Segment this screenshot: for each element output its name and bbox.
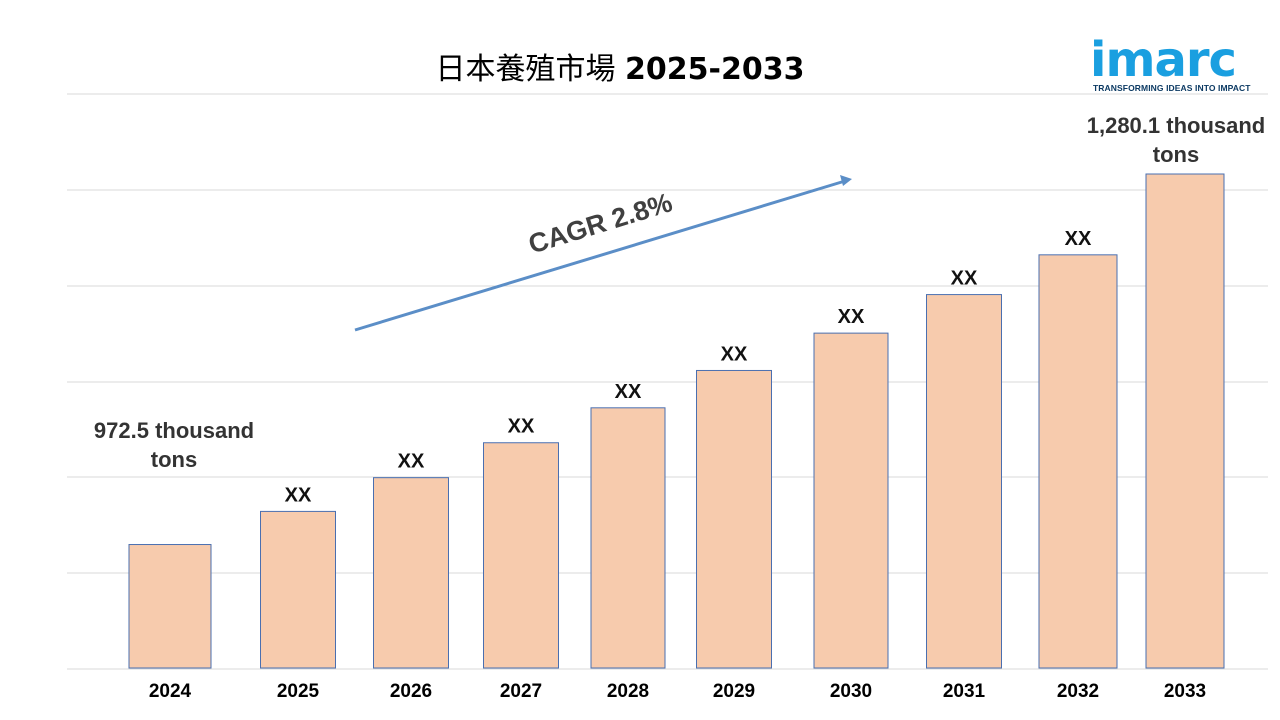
data-label-2028: XX <box>615 381 642 403</box>
bar-2025 <box>260 510 336 669</box>
bar-2032 <box>1038 254 1118 669</box>
data-label-2029: XX <box>721 343 748 365</box>
tick-label-2030: 2030 <box>830 681 872 702</box>
bar-2028 <box>590 407 666 669</box>
chart-title: 日本養殖市場 2025-2033 <box>0 44 1240 88</box>
tick-label-2026: 2026 <box>390 681 432 702</box>
tick-label-2031: 2031 <box>943 681 986 702</box>
cagr-label: CAGR 2.8% <box>525 187 676 259</box>
bar-2026 <box>373 477 449 669</box>
data-label-2027: XX <box>508 416 535 438</box>
bar-2024 <box>128 544 212 669</box>
data-label-2024-line-0: 972.5 thousand <box>94 418 254 443</box>
tick-label-2024: 2024 <box>149 681 192 702</box>
data-label-2031: XX <box>951 268 978 290</box>
bars <box>128 173 1225 669</box>
bar-2027 <box>483 442 559 669</box>
tick-label-2028: 2028 <box>607 681 649 702</box>
data-label-2033-line-0: 1,280.1 thousand <box>1087 113 1266 138</box>
data-label-2026: XX <box>398 451 425 473</box>
logo-word: imarc <box>1090 32 1237 88</box>
bar-2033 <box>1145 173 1225 669</box>
cagr-arrowhead <box>840 175 852 186</box>
data-label-2024-line-1: tons <box>151 447 197 472</box>
logo-tagline: TRANSFORMING IDEAS INTO IMPACT <box>1093 83 1251 93</box>
data-label-2025: XX <box>285 484 312 506</box>
tick-label-2029: 2029 <box>713 681 755 702</box>
bar-2031 <box>926 294 1002 669</box>
bar-2030 <box>813 332 889 669</box>
imarc-logo: imarc TRANSFORMING IDEAS INTO IMPACT <box>1090 20 1265 100</box>
data-label-2030: XX <box>838 306 865 328</box>
cagr-annotation: CAGR 2.8% <box>354 175 852 332</box>
bar-2029 <box>696 369 772 669</box>
tick-label-2027: 2027 <box>500 681 542 702</box>
title-main: 日本養殖市場 <box>435 52 616 87</box>
data-labels: 972.5 thousand tons XX XX XX XX XX XX XX XX 1,280.… <box>94 113 1265 506</box>
x-axis-ticks: 2024 2025 2026 2027 2028 2029 2030 2031 2032 2033 <box>149 681 1206 702</box>
data-label-2032: XX <box>1065 228 1092 250</box>
cagr-arrow <box>354 179 846 332</box>
tick-label-2033: 2033 <box>1164 681 1206 702</box>
data-label-2033-line-1: tons <box>1153 142 1199 167</box>
tick-label-2032: 2032 <box>1057 681 1099 702</box>
title-years: 2025-2033 <box>625 52 805 87</box>
tick-label-2025: 2025 <box>277 681 320 702</box>
